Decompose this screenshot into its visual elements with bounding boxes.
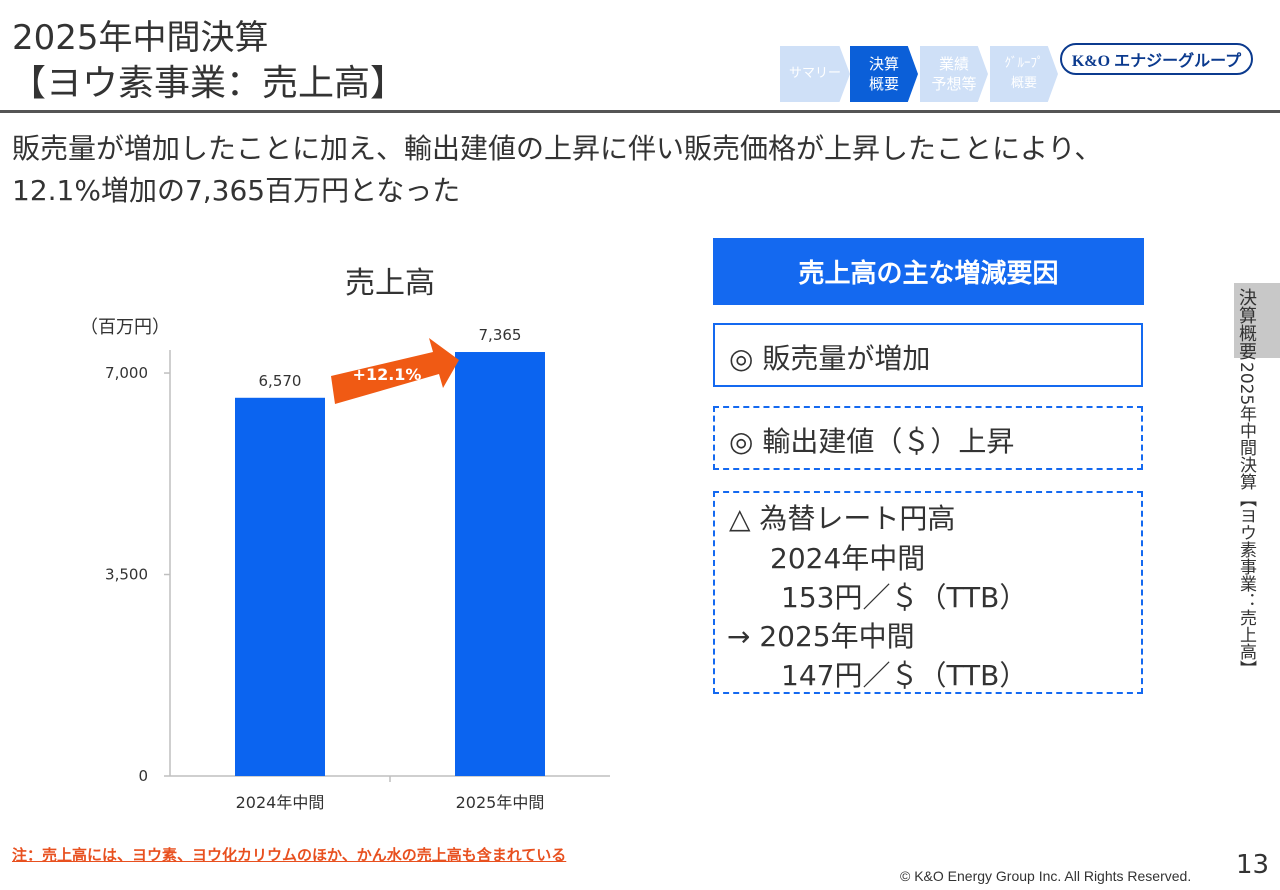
side-section-tab[interactable] xyxy=(1234,283,1280,358)
chart-title: 売上高 xyxy=(345,266,435,301)
page-title: 2025年中間決算 xyxy=(12,18,269,58)
factor-exchange-rate-2024-label: 2024年中間 xyxy=(770,542,926,575)
y-tick-label: 3,500 xyxy=(105,566,148,584)
nav-step-forecast-label: 業績 予想等 xyxy=(931,55,977,93)
bar xyxy=(235,397,325,776)
sales-bar-chart: 0 3,500 7,000 6,570 2024年中間 7,365 2025年中間 +12.1… xyxy=(105,326,610,812)
company-logo-text: K&O エナジーグループ xyxy=(1071,53,1242,70)
x-tick-label: 2024年中間 xyxy=(236,793,325,812)
factor-exchange-rate-2024-value: 153円／＄（TTB） xyxy=(781,581,1028,614)
factor-volume-increase-text: ◎ 販売量が増加 xyxy=(729,342,931,375)
nav-step-group-overview-label: ｸﾞﾙｰﾌﾟ 概要 xyxy=(1004,56,1044,91)
x-tick-label: 2025年中間 xyxy=(456,793,545,812)
nav-step-results-overview[interactable]: 決算 概要 xyxy=(850,46,918,102)
nav-step-forecast[interactable]: 業績 予想等 xyxy=(920,46,988,102)
factor-export-price: ◎ 輸出建値（＄）上昇 xyxy=(713,406,1143,470)
factor-export-price-text: ◎ 輸出建値（＄）上昇 xyxy=(729,425,1015,458)
headline-line2: 12.1%増加の7,365百万円となった xyxy=(12,174,461,207)
side-section-tab-label: 決算概要 xyxy=(1236,288,1257,360)
company-logo: K&O エナジーグループ xyxy=(1060,43,1253,75)
copyright: © K&O Energy Group Inc. All Rights Reser… xyxy=(900,868,1192,884)
bar xyxy=(455,352,545,776)
growth-label: +12.1% xyxy=(353,365,422,384)
bar-value-label: 7,365 xyxy=(479,326,522,344)
y-tick-label: 0 xyxy=(138,767,148,785)
page-subtitle: 【ヨウ素事業：売上高】 xyxy=(10,63,407,104)
factors-header: 売上高の主な増減要因 xyxy=(713,238,1144,305)
header-divider xyxy=(0,110,1280,113)
chart-unit-label: （百万円） xyxy=(80,317,170,338)
headline: 販売量が増加したことに加え、輸出建値の上昇に伴い販売価格が上昇したことにより、 … xyxy=(12,128,1102,212)
y-tick-label: 7,000 xyxy=(105,364,148,382)
factor-exchange-rate-title: △ 為替レート円高 xyxy=(729,502,956,535)
factor-exchange-rate-2025-value: 147円／＄（TTB） xyxy=(781,659,1028,692)
page-number: 13 xyxy=(1236,850,1270,880)
side-vertical-title: 2025年中間決算【ヨウ素事業：売上高】 xyxy=(1236,362,1256,678)
factor-exchange-rate: △ 為替レート円高 2024年中間 153円／＄（TTB） → 2025年中間 … xyxy=(713,491,1143,694)
footnote: 注：売上高には、ヨウ素、ヨウ化カリウムのほか、かん水の売上高も含まれている xyxy=(12,846,567,864)
growth-arrow xyxy=(331,338,459,405)
nav-step-summary-label: サマリー xyxy=(788,66,841,81)
bar-value-label: 6,570 xyxy=(259,372,302,390)
headline-line1: 販売量が増加したことに加え、輸出建値の上昇に伴い販売価格が上昇したことにより、 xyxy=(12,132,1103,165)
nav-step-group-overview[interactable]: ｸﾞﾙｰﾌﾟ 概要 xyxy=(990,46,1058,102)
nav-step-results-overview-label: 決算 概要 xyxy=(868,55,899,93)
nav-step-summary[interactable]: サマリー xyxy=(780,46,850,102)
factor-exchange-rate-2025-label: → 2025年中間 xyxy=(727,620,915,653)
factor-volume-increase: ◎ 販売量が増加 xyxy=(713,323,1143,387)
